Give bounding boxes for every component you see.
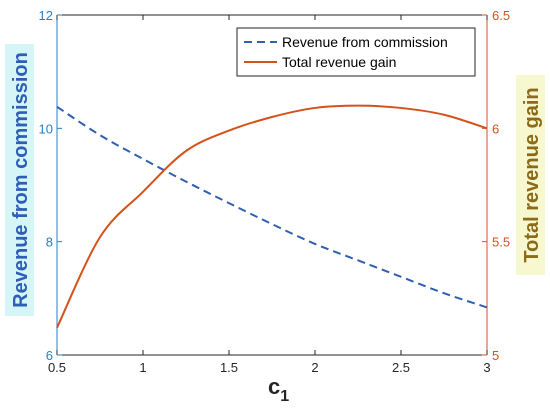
x-axis-label: c1 [268,374,289,405]
right-y-tick-label: 6 [492,121,499,136]
x-axis-ticks: 0.5 1 1.5 2 2.5 3 [48,15,491,375]
legend-label-total-revenue-gain: Total revenue gain [282,54,396,70]
legend-label-revenue-from-commission: Revenue from commission [282,34,448,50]
left-y-tick-label: 8 [46,235,53,250]
right-y-tick-label: 6.5 [492,8,510,23]
x-tick-label: 2 [311,360,318,375]
left-y-axis-title-highlight [5,44,34,316]
right-y-axis-title-highlight [516,75,545,275]
left-y-axis-ticks: 6 8 10 12 [39,8,62,363]
left-y-axis-label: Revenue from commission [10,52,32,308]
x-tick-label: 1.5 [220,360,238,375]
left-y-axis-title-group: Revenue from commission [5,44,34,316]
x-tick-label: 1 [139,360,146,375]
right-y-axis-title-group: Total revenue gain [516,75,545,275]
right-y-axis-ticks: 5 5.5 6 6.5 [482,8,510,363]
plot-frame [56,14,488,356]
left-y-tick-label: 10 [39,121,53,136]
left-y-tick-label: 6 [46,348,53,363]
x-tick-label: 3 [483,360,490,375]
x-tick-label: 0.5 [48,360,66,375]
left-y-tick-label: 12 [39,8,53,23]
legend: Revenue from commission Total revenue ga… [236,27,476,77]
series-line-total-revenue-gain [56,104,488,329]
x-tick-label: 2.5 [392,360,410,375]
legend-box [236,27,476,77]
right-y-tick-label: 5 [492,348,499,363]
series-layer [56,104,488,329]
right-y-axis-label: Total revenue gain [521,87,543,262]
right-y-tick-label: 5.5 [492,235,510,250]
